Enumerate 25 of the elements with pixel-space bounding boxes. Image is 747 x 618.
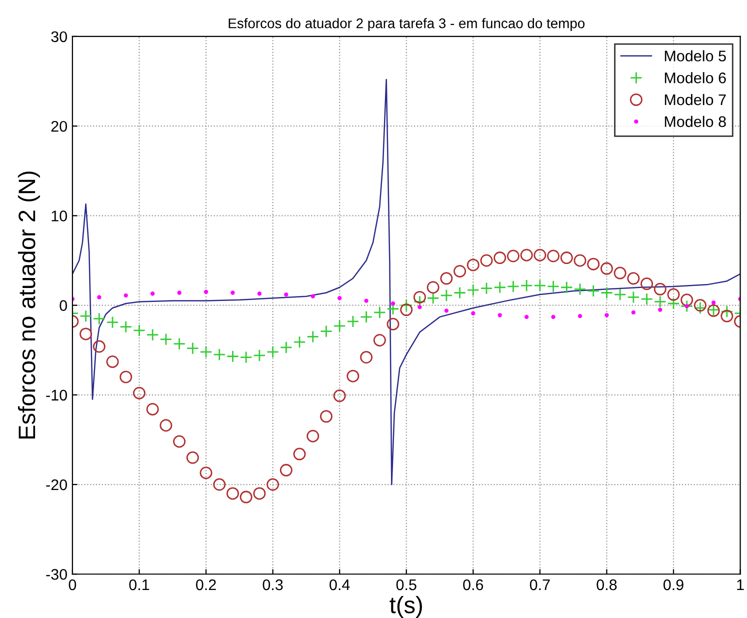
x-tick-label: 0.6 (463, 579, 484, 590)
legend-label: Modelo 6 (664, 72, 726, 84)
x-tick-label: 0.2 (196, 579, 216, 590)
y-axis-title: Esforcos no atuador 2 (N) (18, 172, 40, 439)
y-tick-label: 20 (51, 120, 67, 132)
y-tick-label: 10 (52, 210, 67, 222)
legend-label: Modelo 5 (664, 50, 726, 62)
x-tick-label: 0.3 (262, 579, 283, 590)
y-tick-label: 0 (60, 300, 67, 311)
x-axis-title: t(s) (390, 596, 422, 618)
chart-title: Esforcos do atuador 2 para tarefa 3 - em funcao do tempo (228, 18, 585, 32)
x-tick-label: 0 (68, 579, 76, 590)
x-tick-label: 1 (737, 580, 744, 590)
x-tick-label: 0.1 (129, 579, 150, 590)
x-tick-label: 0.4 (330, 579, 350, 590)
x-tick-label: 0.8 (596, 579, 617, 590)
y-tick-label: -30 (46, 568, 68, 580)
y-tick-label: -10 (46, 390, 68, 401)
legend-label: Modelo 7 (664, 94, 726, 106)
x-tick-label: 0.9 (663, 579, 684, 590)
legend-label: Modelo 8 (664, 116, 726, 128)
y-tick-label: 30 (51, 31, 67, 42)
y-tick-label: -20 (46, 479, 68, 490)
x-tick-label: 0.7 (530, 579, 550, 590)
x-tick-label: 0.5 (396, 579, 416, 590)
